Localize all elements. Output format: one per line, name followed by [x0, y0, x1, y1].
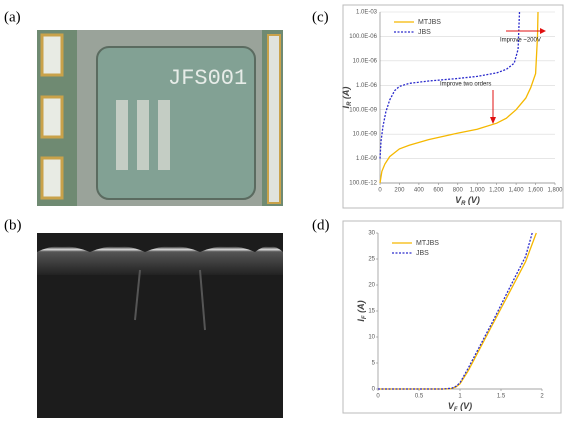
x-tick-label: 0 [376, 394, 380, 400]
y-tick-label: 100.0E-09 [349, 107, 377, 113]
chart-frame [342, 4, 564, 209]
y-tick-label: 10.0E-09 [353, 132, 378, 138]
x-tick-label: 1,000 [470, 188, 486, 194]
legend-label: MTJBS [416, 240, 439, 247]
legend-label: MTJBS [418, 19, 441, 26]
annotation: Improve ~200V [500, 38, 541, 44]
x-tick-label: 1,800 [547, 188, 563, 194]
x-tick-label: 800 [453, 188, 464, 194]
axis-label: VR (V) [455, 195, 480, 206]
y-tick-label: 20 [368, 283, 375, 289]
series-line [378, 232, 533, 390]
annotation-arrowhead [490, 117, 496, 124]
x-tick-label: 1.5 [497, 394, 506, 400]
y-tick-label: 10 [368, 335, 375, 341]
axis-label-unit: (A) [341, 87, 351, 102]
legend-label: JBS [418, 29, 431, 36]
axis-label-main: V [455, 195, 462, 205]
x-tick-label: 600 [433, 188, 444, 194]
annotation-arrowhead [540, 28, 546, 34]
y-tick-label: 100.0E-06 [349, 34, 377, 40]
y-tick-label: 1.0E-03 [356, 10, 378, 16]
panel-label: (c) [312, 9, 329, 25]
series-line [379, 11, 521, 159]
series-line [378, 232, 537, 390]
x-tick-label: 1,200 [489, 188, 505, 194]
y-tick-label: 100.0E-12 [349, 181, 377, 187]
axis-label-sub: F [454, 407, 458, 413]
x-tick-label: 0 [378, 188, 382, 194]
photo-a: JFS001 [37, 30, 283, 206]
y-tick-label: 0 [372, 387, 376, 393]
chart-frame [342, 220, 562, 414]
y-tick-label: 30 [368, 231, 375, 237]
panel-label: (d) [312, 217, 330, 233]
annotation: Improve two orders [440, 82, 491, 88]
axis-label-main: V [448, 401, 455, 411]
panel-label: (b) [4, 217, 22, 233]
axis-label: IF (A) [356, 300, 367, 321]
x-tick-label: 1,400 [509, 188, 525, 194]
y-tick-label: 5 [372, 361, 376, 367]
axis-label-unit: (V) [465, 195, 480, 205]
axis-label-sub: F [362, 315, 368, 319]
chip-label: JFS001 [168, 66, 247, 91]
axis-label: VF (V) [448, 401, 472, 412]
photo-b [37, 233, 283, 418]
axis-label-unit: (V) [458, 401, 473, 411]
axis-label-sub: R [461, 201, 466, 207]
y-tick-label: 1.0E-09 [356, 156, 378, 162]
axis-label: IR (A) [341, 87, 352, 109]
y-tick-label: 1.0E-06 [356, 83, 378, 89]
y-tick-label: 25 [368, 257, 375, 263]
axis-label-main: I [341, 105, 351, 108]
x-tick-label: 2 [540, 394, 544, 400]
legend-label: JBS [416, 250, 429, 257]
axis-label-unit: (A) [356, 300, 366, 315]
y-tick-label: 15 [368, 309, 375, 315]
x-tick-label: 1 [458, 394, 462, 400]
x-tick-label: 0.5 [415, 394, 424, 400]
series-line [379, 11, 539, 184]
axis-label-main: I [356, 319, 366, 322]
x-tick-label: 200 [394, 188, 405, 194]
x-tick-label: 1,600 [528, 188, 544, 194]
y-tick-label: 10.0E-06 [353, 58, 378, 64]
axis-label-sub: R [347, 101, 353, 106]
panel-label: (a) [4, 9, 21, 25]
x-tick-label: 400 [414, 188, 425, 194]
